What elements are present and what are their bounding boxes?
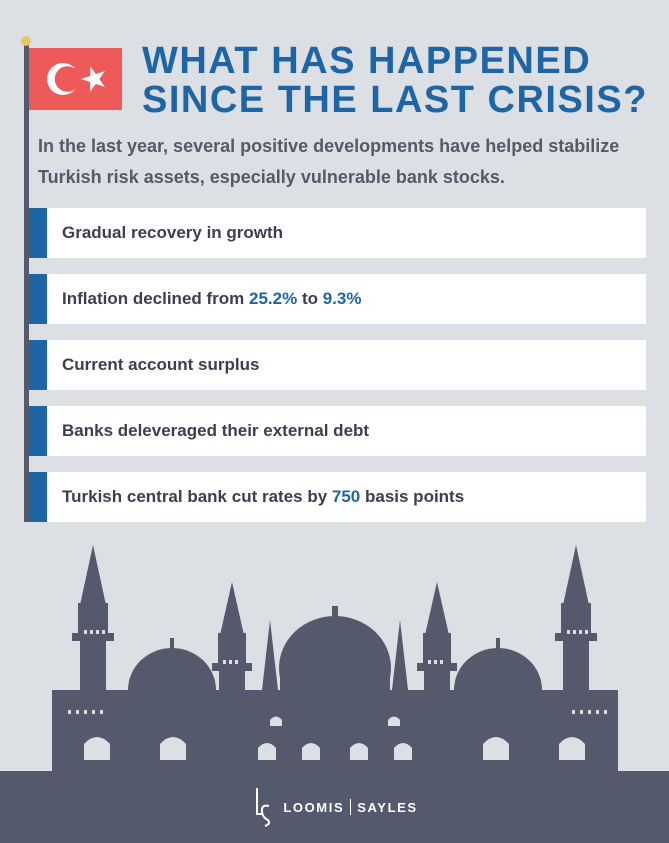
item-text-mid: to bbox=[297, 289, 323, 308]
list-item-deleveraging: Banks deleveraged their external debt bbox=[29, 406, 646, 456]
flag-pole bbox=[24, 42, 29, 522]
title-line-1: WHAT HAS HAPPENED bbox=[142, 40, 592, 82]
list-item-rate-cut: Turkish central bank cut rates by 750 ba… bbox=[29, 472, 646, 522]
brand-name-right: SAYLES bbox=[357, 799, 418, 815]
brand-name-left: LOOMIS bbox=[283, 799, 345, 815]
page-title: WHAT HAS HAPPENED SINCE THE LAST CRISIS? bbox=[142, 42, 662, 120]
item-text-post: basis points bbox=[360, 487, 465, 506]
item-accent-bar bbox=[29, 274, 47, 324]
intro-text: In the last year, several positive devel… bbox=[38, 136, 620, 187]
flag-pole-finial bbox=[21, 36, 31, 46]
turkey-flag-icon bbox=[29, 48, 122, 110]
item-text-pre: Inflation declined from bbox=[62, 289, 250, 308]
item-text: Gradual recovery in growth bbox=[62, 223, 284, 242]
list-item-current-account: Current account surplus bbox=[29, 340, 646, 390]
item-text-pre: Turkish central bank cut rates by bbox=[62, 487, 332, 506]
inflation-to-value: 9.3% bbox=[322, 289, 362, 308]
mosque-skyline-illustration bbox=[52, 545, 618, 772]
item-text: Inflation declined from 25.2% to 9.3% bbox=[62, 289, 361, 309]
item-text: Current account surplus bbox=[62, 355, 260, 374]
item-text: Banks deleveraged their external debt bbox=[62, 421, 370, 440]
inflation-from-value: 25.2% bbox=[249, 289, 298, 308]
rate-cut-value: 750 bbox=[331, 487, 361, 506]
loomis-sayles-logo: LOOMIS SAYLES bbox=[251, 786, 417, 828]
ls-monogram-icon bbox=[256, 788, 271, 827]
development-list: Gradual recovery in growth Inflation dec… bbox=[29, 208, 646, 538]
list-item-inflation: Inflation declined from 25.2% to 9.3% bbox=[29, 274, 646, 324]
title-line-2: SINCE THE LAST CRISIS? bbox=[142, 79, 648, 121]
item-accent-bar bbox=[29, 340, 47, 390]
item-accent-bar bbox=[29, 472, 47, 522]
footer: LOOMIS SAYLES bbox=[0, 771, 669, 843]
list-item-growth: Gradual recovery in growth bbox=[29, 208, 646, 258]
item-accent-bar bbox=[29, 208, 47, 258]
item-accent-bar bbox=[29, 406, 47, 456]
item-text: Turkish central bank cut rates by 750 ba… bbox=[62, 487, 464, 507]
brand-divider bbox=[350, 799, 352, 815]
